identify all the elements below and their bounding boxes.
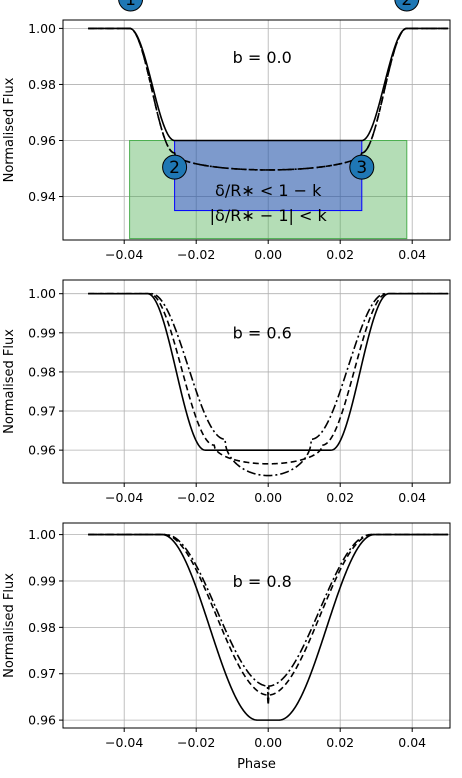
y-tick-label: 0.99	[28, 573, 56, 588]
series-line-dashdot	[88, 533, 449, 700]
y-tick-label: 1.00	[28, 527, 56, 542]
panel-1: δ/R∗ < 1 − k |δ/R∗ − 1| < k −0.04 −0.02 0.00…	[2, 0, 451, 262]
x-tick-label: 0.04	[398, 247, 426, 262]
axes-frame	[62, 279, 451, 484]
series-line-dashed	[88, 27, 449, 171]
x-tick-label: −0.02	[177, 247, 215, 262]
x-tick-label: −0.02	[177, 735, 215, 750]
contact-point-label: 1	[125, 0, 136, 10]
y-tick-label: 1.00	[28, 21, 56, 36]
curves	[88, 27, 449, 171]
y-tick-label: 0.96	[28, 713, 56, 728]
series-line-dashdot	[88, 27, 449, 171]
x-tick-label: 0.04	[398, 735, 426, 750]
contact-point-marker	[118, 0, 144, 12]
y-tick-label: 0.96	[28, 133, 56, 148]
x-tick-label: 0.02	[326, 490, 354, 505]
contact-point-label: 3	[356, 158, 367, 178]
y-axis-label: Normalised Flux	[2, 329, 17, 434]
panel-annotation: b = 0.0	[233, 48, 292, 67]
axes-frame	[62, 19, 451, 241]
y-tick-label: 0.98	[28, 77, 56, 92]
y-tick-label: 0.98	[28, 364, 56, 379]
panel-2: −0.04 −0.02 0.00 0.02 0.04 0.96 0.97 0.98 0.99 1.…	[2, 279, 451, 505]
shaded-region	[174, 140, 363, 212]
contact-point-marker	[349, 154, 375, 180]
y-tick-label: 0.97	[28, 404, 56, 419]
x-tick-label: 0.02	[326, 735, 354, 750]
y-axis-label: Normalised Flux	[2, 573, 17, 678]
contact-point-label: 2	[401, 0, 412, 10]
y-tick-label: 0.96	[28, 443, 56, 458]
x-tick-label: −0.04	[105, 490, 143, 505]
x-tick-label: −0.04	[105, 735, 143, 750]
y-tick-label: 0.99	[28, 325, 56, 340]
curves	[88, 292, 449, 477]
curves	[88, 533, 449, 721]
x-tick-label: 0.00	[254, 247, 282, 262]
x-tick-label: 0.00	[254, 735, 282, 750]
series-line-solid	[88, 27, 449, 142]
y-tick-label: 0.94	[28, 189, 56, 204]
panel-annotation: b = 0.6	[233, 324, 292, 343]
contact-point-marker	[394, 0, 420, 12]
y-tick-label: 1.00	[28, 286, 56, 301]
region-label: δ/R∗ < 1 − k	[215, 181, 322, 200]
panel-3: −0.04 −0.02 0.00 0.02 0.04 0.96 0.97 0.98 0.99 1.…	[2, 522, 451, 772]
x-tick-label: 0.04	[398, 490, 426, 505]
contact-point-marker	[162, 154, 188, 180]
contact-point-label: 2	[169, 158, 180, 178]
y-tick-label: 0.98	[28, 620, 56, 635]
series-line-dashdot	[88, 292, 449, 477]
y-tick-label: 0.97	[28, 666, 56, 681]
axes-frame	[62, 522, 451, 729]
x-tick-label: 0.02	[326, 247, 354, 262]
panel-annotation: b = 0.8	[233, 572, 292, 591]
x-axis-label: Phase	[237, 757, 276, 772]
region-label: |δ/R∗ − 1| < k	[210, 206, 328, 225]
x-tick-label: −0.04	[105, 247, 143, 262]
y-axis-label: Normalised Flux	[2, 77, 17, 182]
x-tick-label: 0.00	[254, 490, 282, 505]
x-tick-label: −0.02	[177, 490, 215, 505]
